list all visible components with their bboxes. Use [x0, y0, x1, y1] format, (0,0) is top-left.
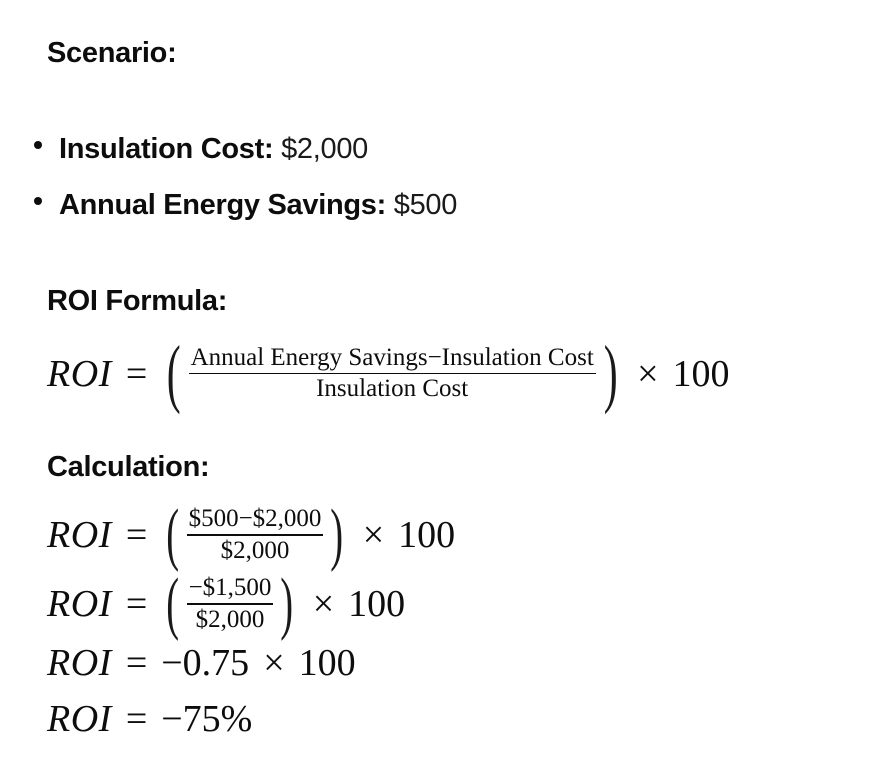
denominator: Insulation Cost: [316, 375, 469, 403]
left-paren: (: [166, 565, 180, 642]
math-lhs: ROI: [47, 583, 112, 625]
calculation-step-1: ROI = ( $500−$2,000 $2,000 ) × 100: [47, 495, 455, 575]
left-paren: (: [166, 331, 181, 415]
numerator: $500−$2,000: [188, 505, 322, 533]
bullet-dot: [34, 197, 42, 205]
numerator: −$1,500: [188, 574, 272, 602]
left-paren: (: [166, 496, 180, 573]
list-item-insulation-cost: Insulation Cost: $2,000: [59, 133, 368, 166]
calculation-step-2: ROI = ( −$1,500 $2,000 ) × 100: [47, 564, 405, 644]
denominator: $2,000: [195, 605, 265, 633]
right-paren: ): [603, 331, 618, 415]
fraction-bar: [188, 372, 596, 375]
math-multiplier: 100: [348, 583, 406, 625]
math-lhs: ROI: [47, 698, 112, 740]
numerator: Annual Energy Savings−Insulation Cost: [190, 343, 594, 371]
math-equals: =: [125, 514, 148, 556]
math-rhs: −0.75: [161, 642, 250, 684]
math-times: ×: [637, 352, 659, 395]
fraction: −$1,500 $2,000: [186, 574, 274, 633]
math-lhs: ROI: [47, 642, 112, 684]
math-equals: =: [125, 642, 148, 684]
math-times: ×: [312, 583, 335, 625]
math-multiplier: 100: [672, 352, 730, 395]
calculation-step-3: ROI = −0.75 × 100: [47, 641, 356, 685]
right-paren: ): [330, 496, 344, 573]
item-value: $2,000: [281, 133, 368, 165]
math-multiplier: 100: [298, 642, 356, 684]
bullet-dot: [34, 141, 42, 149]
item-label: Insulation Cost:: [59, 133, 274, 165]
math-multiplier: 100: [398, 514, 456, 556]
fraction: $500−$2,000 $2,000: [186, 505, 324, 564]
roi-formula-equation: ROI = ( Annual Energy Savings−Insulation…: [47, 330, 730, 417]
list-item-annual-savings: Annual Energy Savings: $500: [59, 189, 457, 222]
denominator: $2,000: [220, 536, 290, 564]
calculation-heading: Calculation:: [47, 451, 210, 483]
math-equals: =: [125, 352, 148, 395]
fraction-bar: [186, 534, 324, 536]
item-label: Annual Energy Savings:: [59, 189, 386, 221]
item-value: $500: [393, 189, 458, 221]
math-lhs: ROI: [47, 514, 112, 556]
roi-formula-heading: ROI Formula:: [47, 285, 228, 317]
math-equals: =: [125, 583, 148, 625]
math-equals: =: [125, 698, 148, 740]
math-times: ×: [263, 642, 285, 684]
fraction-bar: [186, 603, 274, 605]
math-times: ×: [362, 514, 385, 556]
math-lhs: ROI: [47, 352, 112, 395]
calculation-step-4: ROI = −75%: [47, 697, 252, 741]
right-paren: ): [280, 565, 294, 642]
scenario-heading: Scenario:: [47, 37, 177, 69]
fraction: Annual Energy Savings−Insulation Cost In…: [188, 343, 596, 403]
math-rhs: −75%: [161, 698, 253, 740]
